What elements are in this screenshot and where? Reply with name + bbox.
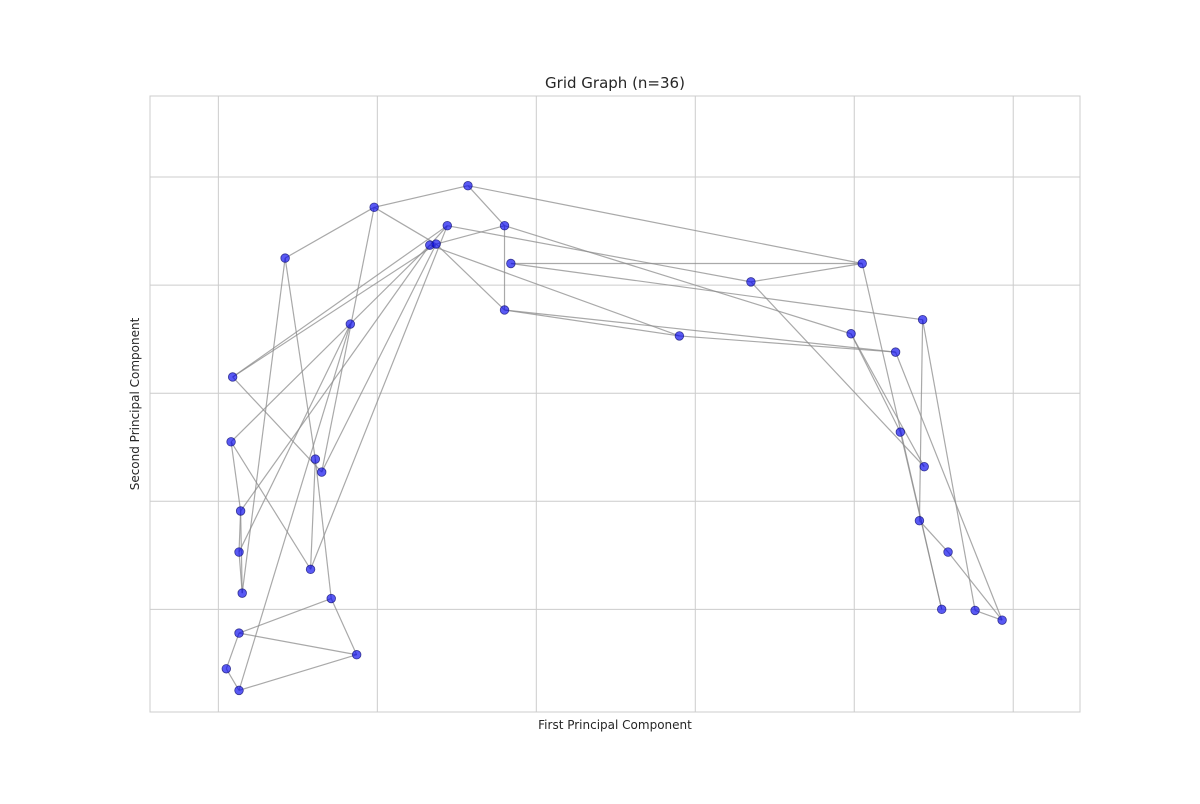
edge-11-15 [321, 207, 375, 473]
node-5 [234, 547, 244, 557]
node-33 [936, 604, 947, 615]
edge-7-10 [309, 459, 316, 570]
edge-6-9 [230, 441, 242, 512]
node-24 [746, 277, 756, 287]
edge-19-25 [467, 185, 863, 265]
edge-22-23 [504, 309, 680, 337]
node-28 [890, 347, 901, 357]
edge-24-30 [750, 281, 925, 468]
edge-7-18 [310, 225, 448, 570]
node-4 [351, 650, 362, 660]
node-21 [506, 258, 516, 269]
edge-34-35 [974, 609, 1003, 621]
edge-15-19 [374, 185, 469, 208]
node-35 [997, 615, 1007, 625]
edge-28-35 [895, 351, 1003, 621]
node-6 [235, 506, 246, 516]
edge-12-11 [232, 376, 323, 473]
edge-11-17 [321, 243, 437, 473]
edge-3-14 [241, 258, 286, 594]
node-15 [369, 202, 379, 213]
node-25 [857, 258, 867, 269]
y-axis-label: Second Principal Component [128, 317, 142, 490]
edge-1-4 [238, 654, 357, 691]
chart-title: Grid Graph (n=36) [545, 74, 685, 92]
node-3 [237, 588, 247, 598]
node-26 [846, 329, 856, 339]
node-12 [227, 372, 238, 382]
plot-area [149, 95, 1081, 713]
node-14 [280, 253, 290, 263]
node-1 [234, 685, 244, 696]
edge-20-26 [504, 225, 852, 335]
edge-24-25 [750, 262, 863, 283]
edge-1-13 [238, 323, 351, 691]
nodes [221, 180, 1007, 696]
edge-19-20 [467, 185, 505, 227]
edge-17-22 [435, 243, 505, 311]
node-30 [919, 461, 929, 472]
edge-5-13 [238, 323, 351, 553]
node-9 [226, 437, 236, 447]
edge-6-16 [240, 244, 431, 512]
edge-9-16 [230, 244, 431, 443]
edge-10-14 [284, 258, 316, 460]
node-13 [345, 319, 356, 329]
node-17 [431, 239, 441, 249]
node-0 [221, 664, 232, 674]
edge-12-18 [232, 225, 448, 378]
node-19 [463, 180, 473, 191]
edge-17-20 [435, 225, 505, 245]
edge-2-8 [238, 597, 332, 634]
edge-2-4 [238, 632, 357, 656]
node-22 [499, 305, 510, 315]
node-11 [316, 467, 327, 477]
edge-14-15 [284, 206, 375, 259]
edge-26-29 [850, 333, 901, 433]
edge-32-35 [947, 551, 1003, 621]
edge-27-34 [922, 319, 976, 611]
edge-18-24 [447, 225, 752, 283]
node-18 [442, 220, 452, 231]
node-2 [234, 628, 244, 638]
edge-7-9 [230, 441, 312, 570]
edge-0-2 [225, 632, 240, 669]
edge-4-8 [330, 598, 358, 655]
node-23 [674, 331, 685, 341]
node-29 [895, 427, 906, 437]
edge-26-30 [850, 333, 925, 467]
edge-12-17 [232, 243, 437, 378]
edge-22-28 [504, 309, 896, 353]
node-8 [326, 593, 336, 604]
edge-8-10 [314, 459, 332, 599]
node-32 [943, 547, 953, 557]
node-27 [917, 315, 928, 325]
edges [225, 185, 1003, 691]
edge-21-27 [510, 262, 923, 321]
node-10 [310, 454, 321, 464]
x-axis-label: First Principal Component [538, 718, 692, 732]
edge-16-23 [429, 244, 680, 337]
edge-5-6 [238, 510, 242, 553]
node-31 [914, 516, 925, 526]
edge-27-31 [918, 319, 924, 521]
edge-15-17 [373, 206, 437, 245]
node-7 [305, 564, 316, 575]
edge-31-32 [918, 520, 949, 553]
node-20 [499, 220, 510, 231]
node-34 [970, 605, 980, 616]
